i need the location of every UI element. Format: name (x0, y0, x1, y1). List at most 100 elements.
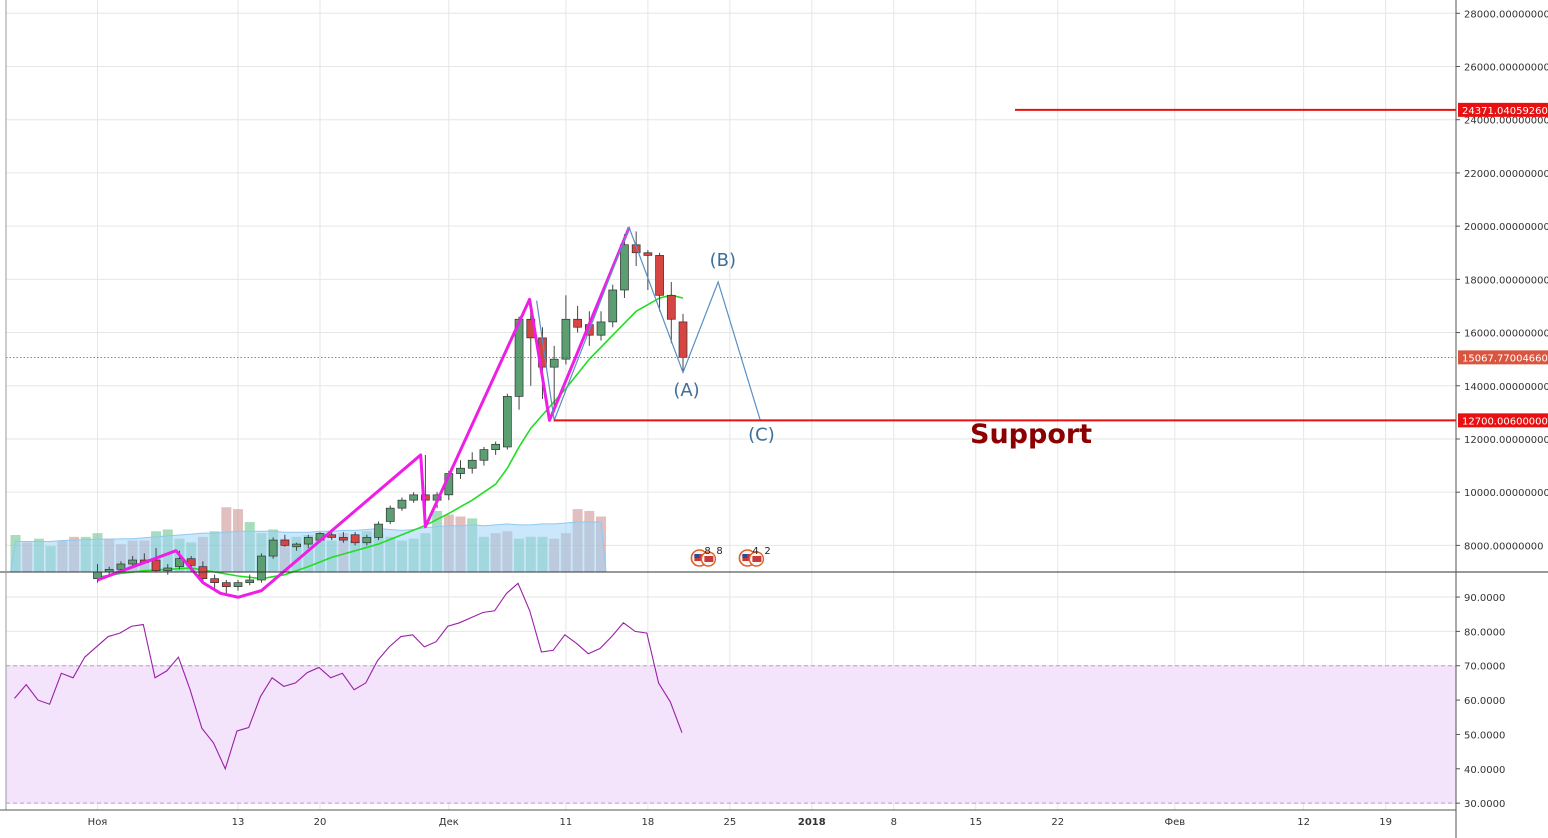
candle-body (479, 449, 489, 461)
support-label: Support (970, 419, 1092, 450)
rsi-tick-label: 90.0000 (1464, 593, 1505, 604)
flag-stripe (752, 556, 762, 562)
candle-body (596, 321, 606, 336)
price-tick-label: 8000.00000000 (1464, 541, 1544, 552)
candle-body (210, 578, 219, 583)
time-tick-label: Ноя (88, 817, 108, 828)
candle-body (456, 467, 465, 474)
rsi-band-lines (6, 665, 1456, 804)
candle-body (620, 244, 629, 291)
price-tick-label: 12000.00000000 (1464, 435, 1548, 446)
flag-canton (694, 554, 700, 558)
candle-body (233, 582, 243, 587)
price-tick-label: 14000.00000000 (1464, 382, 1548, 393)
rsi-tick-label: 70.0000 (1464, 662, 1505, 673)
elliott-abc-projection[interactable] (536, 225, 761, 423)
candle-body (573, 318, 582, 328)
candle-body (666, 294, 676, 320)
flag-stripe (704, 556, 714, 562)
candle-body (491, 443, 500, 450)
price-tick-label: 26000.00000000 (1464, 63, 1548, 74)
candle-body (608, 289, 618, 323)
time-tick-label: 22 (1051, 817, 1064, 828)
candle-body (350, 534, 360, 544)
rsi-axis-labels[interactable]: 90.0000 80.0000 70.0000 60.0000 50.0000 40.00… (1456, 593, 1505, 810)
current-price-tag: 15067.77004660 (1458, 350, 1548, 365)
candle-body (128, 559, 137, 565)
wave-labels: (A) (B) (C) (673, 250, 774, 445)
rsi-tick-label: 30.0000 (1464, 799, 1505, 810)
candle-body (198, 566, 208, 580)
time-axis-labels[interactable]: Ноя 13 20 Дек 11 18 25 2018 8 15 22 Фев 12 19 (88, 817, 1392, 828)
candle-body (280, 539, 290, 546)
candle-body (549, 358, 559, 368)
flag-canton (742, 554, 748, 558)
price-tick-label: 18000.00000000 (1464, 275, 1548, 286)
price-tick-label: 28000.00000000 (1464, 9, 1548, 20)
time-tick-label: 11 (560, 817, 573, 828)
candle-body (245, 579, 255, 583)
price-tick-label: 20000.00000000 (1464, 222, 1548, 233)
candle-body (561, 318, 571, 360)
rsi-tick-label: 80.0000 (1464, 627, 1505, 638)
price-tick-label: 16000.00000000 (1464, 329, 1548, 340)
candle-body (257, 555, 266, 581)
support-price-tag-text: 12700.00600000 (1462, 416, 1548, 427)
candle-body (292, 543, 301, 548)
candle-body (151, 559, 161, 572)
candle-body (643, 252, 653, 256)
wave-label-0: (A) (673, 380, 699, 401)
candle-body (221, 582, 231, 587)
wave-label-1: (B) (710, 250, 736, 271)
time-tick-label: Дек (439, 817, 459, 828)
time-tick-label: 19 (1379, 817, 1392, 828)
price-tick-label: 10000.00000000 (1464, 488, 1548, 499)
time-tick-label: 15 (969, 817, 982, 828)
candle-body (397, 499, 407, 509)
candle-body (385, 507, 395, 522)
rsi-band (6, 665, 1456, 804)
event-count-b: 8 (716, 546, 722, 557)
event-count-a: 4 (752, 546, 758, 557)
event-count-a: 8 (704, 546, 710, 557)
candle-body (503, 396, 512, 448)
current-price-tag-text: 15067.77004660 (1462, 353, 1548, 364)
time-tick-label: 13 (232, 817, 245, 828)
rsi-tick-label: 50.0000 (1464, 730, 1505, 741)
price-tick-label: 24000.00000000 (1464, 116, 1548, 127)
time-tick-label: 8 (891, 817, 897, 828)
candle-body (678, 321, 688, 358)
candle-body (327, 534, 337, 538)
candle-body (268, 539, 278, 557)
candle-body (303, 537, 313, 545)
candle-body (409, 494, 419, 501)
price-axis-labels[interactable]: 28000.00000000 26000.00000000 24000.000000… (1456, 9, 1548, 552)
rsi-tick-label: 40.0000 (1464, 765, 1505, 776)
price-tick-label: 22000.00000000 (1464, 169, 1548, 180)
time-tick-label: 2018 (798, 817, 826, 828)
time-tick-label: 12 (1297, 817, 1310, 828)
candle-body (421, 494, 430, 501)
rsi-tick-label: 60.0000 (1464, 696, 1505, 707)
rsi-line (14, 582, 683, 771)
candle-body (362, 537, 372, 544)
candle-body (655, 255, 664, 296)
resistance-price-tag: 24371.04059260 (1458, 102, 1548, 117)
time-tick-label: Фев (1164, 817, 1185, 828)
candle-body (339, 537, 348, 541)
candle-body (116, 563, 126, 570)
support-price-tag: 12700.00600000 (1458, 413, 1548, 428)
time-tick-label: 25 (723, 817, 736, 828)
candle-body (467, 459, 477, 469)
event-count-b: 2 (764, 546, 770, 557)
time-tick-label: 20 (314, 817, 327, 828)
resistance-price-tag-text: 24371.04059260 (1462, 106, 1548, 117)
candle-body (374, 523, 383, 538)
candle-body (163, 567, 173, 572)
time-tick-label: 18 (642, 817, 655, 828)
candle-body (175, 558, 184, 568)
